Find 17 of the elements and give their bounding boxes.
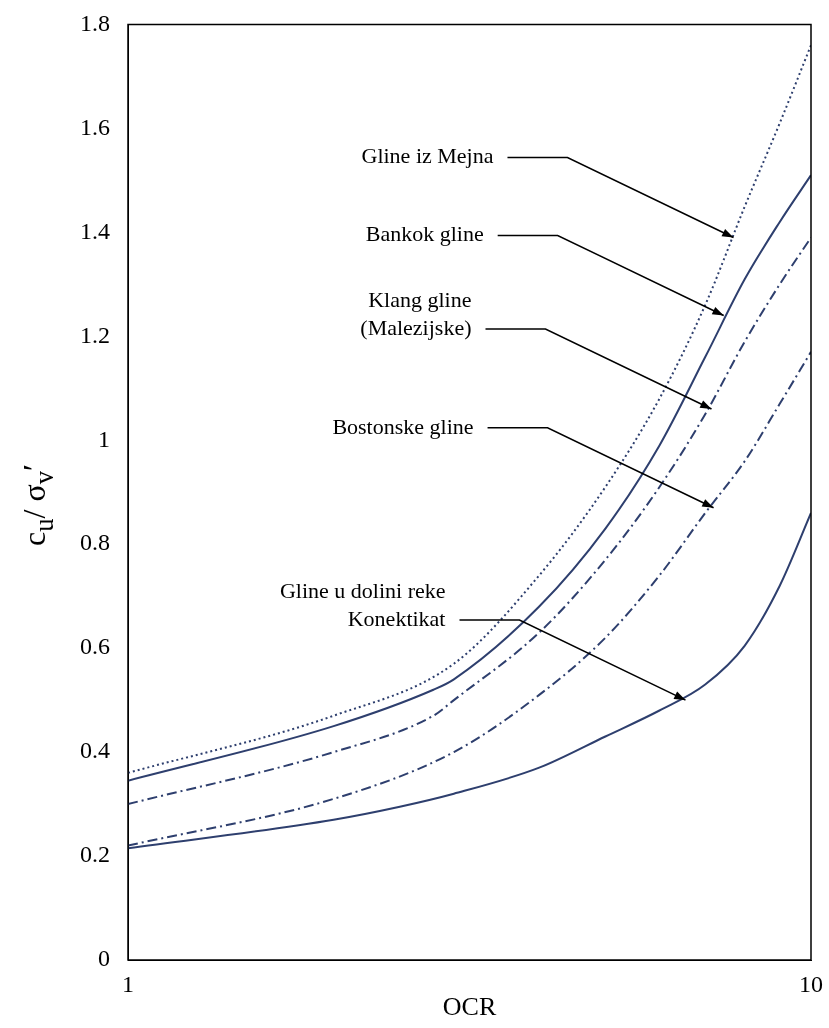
- x-tick-label: 10: [799, 970, 823, 997]
- y-tick-label: 0.6: [80, 633, 110, 660]
- annotation: Gline iz Mejna: [361, 143, 494, 169]
- y-tick-label: 0.4: [80, 737, 110, 764]
- y-tick-label: 1.2: [80, 321, 110, 348]
- y-tick-label: 1: [98, 425, 110, 452]
- annotation: Bankok gline: [365, 221, 484, 247]
- annotation: Gline u dolini reke Konektikat: [279, 577, 446, 631]
- y-tick-label: 0.2: [80, 841, 110, 868]
- x-axis-title: OCR: [442, 992, 497, 1022]
- annotation: Klang gline (Malezijske): [360, 286, 472, 340]
- y-tick-label: 1.4: [80, 217, 110, 244]
- y-tick-label: 0.8: [80, 529, 110, 556]
- y-tick-label: 1.6: [80, 113, 110, 140]
- y-tick-label: 0: [98, 945, 110, 972]
- annotation: Bostonske gline: [332, 413, 474, 439]
- y-tick-label: 1.8: [80, 9, 110, 36]
